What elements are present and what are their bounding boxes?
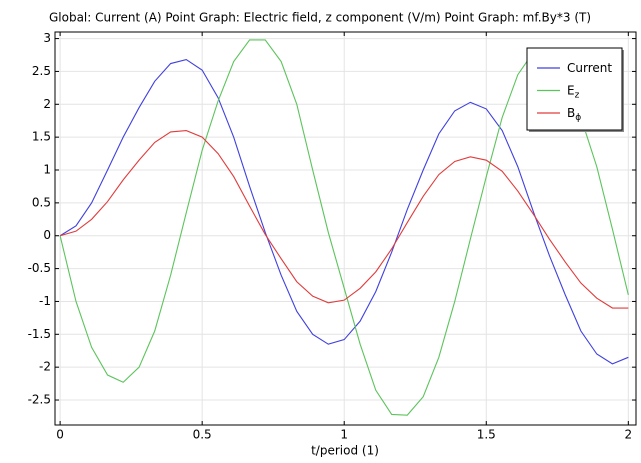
x-tick-label: 1.5 — [477, 428, 496, 442]
y-tick-label: -1.5 — [28, 327, 51, 341]
x-tick-label: 1 — [340, 428, 348, 442]
chart-title: Global: Current (A) Point Graph: Electri… — [49, 11, 591, 25]
x-tick-label: 2 — [625, 428, 633, 442]
y-tick-label: -0.5 — [28, 261, 51, 275]
series-line — [59, 130, 629, 309]
x-tick-label: 0 — [56, 428, 64, 442]
x-axis-label: t/period (1) — [311, 444, 379, 458]
legend-label: Bϕ — [567, 106, 581, 123]
y-tick-label: -2.5 — [28, 393, 51, 407]
legend-box — [526, 47, 623, 131]
plot-frame — [54, 31, 637, 426]
legend-label-subscript: z — [575, 90, 580, 100]
legend-label: Current — [567, 61, 612, 75]
y-tick-label: 0.5 — [32, 195, 51, 209]
series-line — [59, 59, 629, 365]
legend-label-text: E — [567, 83, 575, 97]
y-tick-label: 2 — [43, 97, 51, 111]
y-tick-label: 0 — [43, 228, 51, 242]
legend-label-text: Current — [567, 61, 612, 75]
y-tick-label: 1 — [43, 163, 51, 177]
legend-label-text: B — [567, 106, 575, 120]
y-tick-label: 3 — [43, 31, 51, 45]
x-tick-label: 0.5 — [193, 428, 212, 442]
y-tick-label: 2.5 — [32, 64, 51, 78]
legend-label-subscript: ϕ — [575, 113, 581, 123]
y-tick-label: -2 — [39, 360, 51, 374]
y-tick-label: 1.5 — [32, 130, 51, 144]
y-tick-label: -1 — [39, 294, 51, 308]
legend-label: Ez — [567, 83, 580, 100]
